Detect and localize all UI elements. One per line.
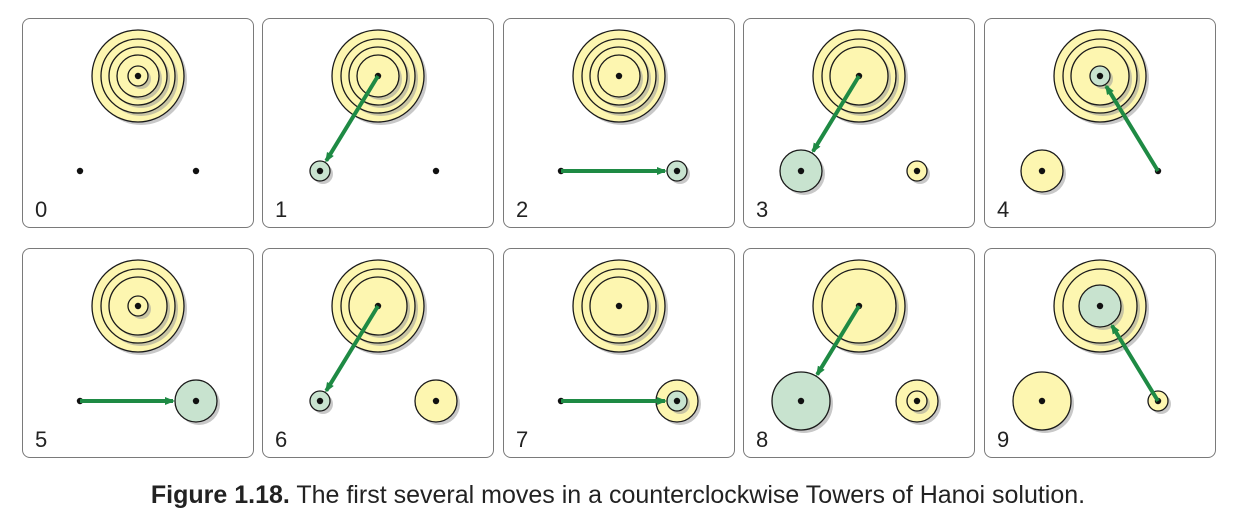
panel-drawing <box>309 29 440 184</box>
move-panel-5: 5 <box>22 248 254 458</box>
move-arrow <box>811 74 861 154</box>
peg-0-dot <box>134 302 142 310</box>
peg-2-dot <box>913 167 921 175</box>
peg-1-dot <box>1038 167 1046 175</box>
move-panel-1: 1 <box>262 18 494 228</box>
peg-0-dot <box>615 302 623 310</box>
panel-step-label: 5 <box>35 427 48 452</box>
figure-label: Figure 1.18. <box>150 481 290 509</box>
panel-drawing <box>771 259 941 433</box>
peg-2-dot <box>192 397 200 405</box>
panel-step-label: 0 <box>35 197 48 222</box>
panel-drawing <box>779 29 930 195</box>
peg-2-dot <box>192 167 200 175</box>
peg-2-dot <box>432 397 440 405</box>
peg-1-dot <box>76 167 84 175</box>
panel-drawing <box>76 29 200 175</box>
move-panel-2: 2 <box>503 18 735 228</box>
move-panel-4: 4 <box>984 18 1216 228</box>
panel-step-label: 2 <box>516 197 529 222</box>
move-panel-0: 0 <box>22 18 254 228</box>
panel-drawing <box>557 29 690 184</box>
peg-1-dot <box>316 167 324 175</box>
move-arrow <box>1104 84 1160 173</box>
peg-0-dot <box>1096 302 1104 310</box>
move-arrow <box>815 304 861 377</box>
panel-drawing <box>557 259 701 425</box>
panel-step-label: 7 <box>516 427 529 452</box>
move-panel-8: 8 <box>743 248 975 458</box>
panel-drawing <box>1012 259 1171 433</box>
panel-step-label: 1 <box>275 197 288 222</box>
peg-0-dot <box>615 72 623 80</box>
panel-drawing <box>76 259 220 425</box>
peg-0-dot <box>1096 72 1104 80</box>
move-arrow <box>324 74 380 163</box>
move-arrow <box>324 304 380 393</box>
panel-step-label: 6 <box>275 427 288 452</box>
peg-0-dot <box>134 72 142 80</box>
panel-step-label: 3 <box>756 197 769 222</box>
towers-of-hanoi-figure: 0 1 2 3 4 5 6 7 8 9 <box>22 18 1216 458</box>
peg-1-dot <box>1038 397 1046 405</box>
move-arrow <box>1110 323 1160 403</box>
panel-step-label: 8 <box>756 427 769 452</box>
peg-2-dot <box>673 167 681 175</box>
panel-step-label: 4 <box>997 197 1010 222</box>
peg-1-dot <box>316 397 324 405</box>
peg-2-dot <box>432 167 440 175</box>
panel-drawing <box>1020 29 1162 195</box>
peg-1-dot <box>797 167 805 175</box>
peg-1-dot <box>797 397 805 405</box>
move-panel-6: 6 <box>262 248 494 458</box>
move-panel-7: 7 <box>503 248 735 458</box>
peg-2-dot <box>913 397 921 405</box>
figure-caption: Figure 1.18. The first several moves in … <box>0 481 1236 510</box>
peg-2-dot <box>673 397 681 405</box>
move-panel-9: 9 <box>984 248 1216 458</box>
move-panel-3: 3 <box>743 18 975 228</box>
panel-drawing <box>309 259 460 425</box>
panel-step-label: 9 <box>997 427 1010 452</box>
figure-caption-text: The first several moves in a countercloc… <box>289 481 1086 509</box>
